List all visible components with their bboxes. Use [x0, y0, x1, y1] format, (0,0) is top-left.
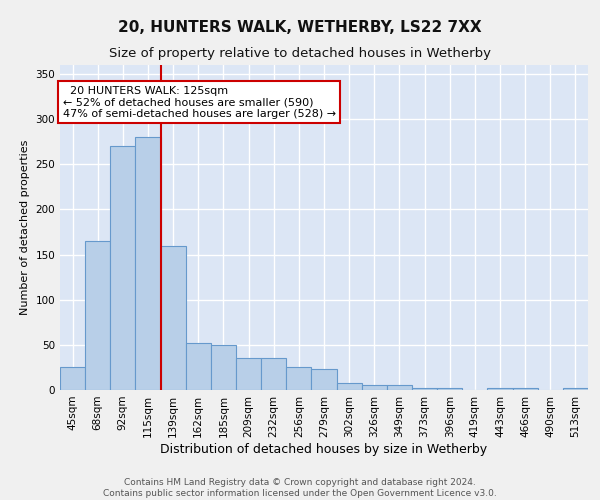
Bar: [286, 368, 311, 390]
Text: Contains HM Land Registry data © Crown copyright and database right 2024.
Contai: Contains HM Land Registry data © Crown c…: [103, 478, 497, 498]
Bar: [60, 368, 85, 390]
Bar: [512, 388, 538, 390]
Bar: [362, 386, 387, 390]
Bar: [161, 246, 186, 390]
Bar: [85, 241, 110, 390]
Bar: [110, 146, 136, 390]
Text: Size of property relative to detached houses in Wetherby: Size of property relative to detached ho…: [109, 48, 491, 60]
Text: 20, HUNTERS WALK, WETHERBY, LS22 7XX: 20, HUNTERS WALK, WETHERBY, LS22 7XX: [118, 20, 482, 35]
X-axis label: Distribution of detached houses by size in Wetherby: Distribution of detached houses by size …: [160, 442, 488, 456]
Bar: [412, 388, 437, 390]
Bar: [387, 386, 412, 390]
Bar: [261, 358, 286, 390]
Bar: [487, 388, 512, 390]
Text: 20 HUNTERS WALK: 125sqm
← 52% of detached houses are smaller (590)
47% of semi-d: 20 HUNTERS WALK: 125sqm ← 52% of detache…: [62, 86, 335, 119]
Bar: [136, 137, 161, 390]
Bar: [186, 343, 211, 390]
Bar: [236, 358, 261, 390]
Bar: [211, 345, 236, 390]
Bar: [311, 369, 337, 390]
Bar: [437, 388, 462, 390]
Bar: [337, 383, 362, 390]
Y-axis label: Number of detached properties: Number of detached properties: [20, 140, 30, 315]
Bar: [563, 388, 588, 390]
